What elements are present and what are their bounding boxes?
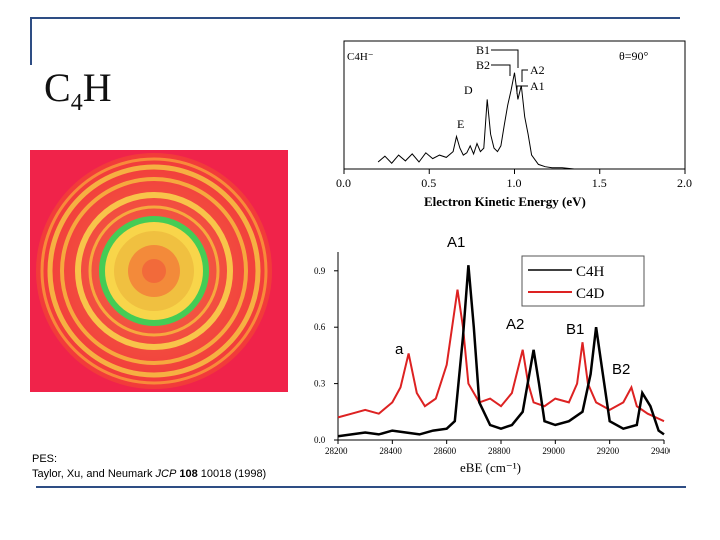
annotation-a2: A2 — [506, 316, 525, 333]
chart2-ytick-label: 0.3 — [314, 379, 326, 389]
peak-label-b2: B2 — [476, 58, 490, 72]
chart1-xtick-label: 0.0 — [336, 176, 351, 190]
chart2-xtick-label: 28200 — [325, 446, 348, 456]
legend-label-c4h: C4H — [576, 264, 605, 280]
chart1-angle-label: θ=90° — [619, 49, 649, 63]
series-line-c4d — [337, 289, 665, 423]
peak-label-e: E — [457, 117, 464, 131]
annotation-a1: A1 — [447, 234, 466, 251]
chart2-ytick-label: 0.0 — [314, 435, 326, 445]
chart1-xtick-label: 0.5 — [421, 176, 436, 190]
chart2-xtick-label: 29000 — [542, 446, 565, 456]
series-line-c4h-anion — [377, 72, 575, 170]
chart1-xtick-label: 1.5 — [592, 176, 607, 190]
chart1-xtick-label: 2.0 — [677, 176, 692, 190]
bracket-a2 — [521, 69, 528, 82]
annotation-a: a — [395, 341, 404, 358]
peak-label-a1: A1 — [530, 79, 545, 93]
annotation-b2: B2 — [612, 361, 631, 378]
series-line-c4h — [337, 265, 665, 438]
chart1-xtick-label: 1.0 — [507, 176, 522, 190]
chart2-ytick-label: 0.6 — [314, 322, 326, 332]
slide-title: C4H — [44, 65, 112, 116]
velocity-map-image — [30, 150, 288, 392]
bracket-b1 — [491, 49, 519, 68]
citation-line1: PES: — [32, 453, 58, 465]
peak-label-d: D — [464, 83, 473, 97]
frame-top-line — [30, 17, 680, 19]
annotation-b1: B1 — [566, 321, 585, 338]
chart2-xtick-label: 28800 — [488, 446, 511, 456]
legend-label-c4d: C4D — [576, 286, 605, 302]
bracket-b2 — [491, 64, 511, 76]
citation: PES: Taylor, Xu, and Neumark JCP 108 100… — [32, 452, 266, 482]
frame-left-line — [30, 17, 32, 65]
peak-label-a2: A2 — [530, 63, 545, 77]
chart1-xlabel: Electron Kinetic Energy (eV) — [424, 194, 586, 209]
chart2-legend: C4H C4D — [521, 255, 645, 307]
frame-bottom-line — [36, 486, 686, 488]
chart2-xtick-label: 28400 — [379, 446, 402, 456]
chart2-xtick-label: 28600 — [434, 446, 457, 456]
chart2-ytick-label: 0.9 — [314, 266, 326, 276]
peak-label-b1: B1 — [476, 43, 490, 57]
chart2-xlabel: eBE (cm⁻¹) — [460, 460, 521, 475]
citation-line2: Taylor, Xu, and Neumark JCP 108 10018 (1… — [32, 468, 267, 480]
chart1-title: C4H⁻ — [347, 51, 374, 63]
chart2-xtick-label: 29200 — [597, 446, 620, 456]
